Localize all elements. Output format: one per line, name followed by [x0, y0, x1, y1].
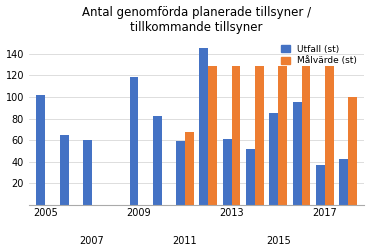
Bar: [130, 78, 138, 205]
Bar: [176, 141, 185, 205]
Bar: [246, 149, 255, 205]
Bar: [348, 97, 357, 205]
Bar: [60, 135, 68, 205]
Bar: [185, 132, 194, 205]
Bar: [153, 116, 162, 205]
Bar: [232, 66, 240, 205]
Bar: [293, 102, 302, 205]
Bar: [325, 66, 334, 205]
Bar: [223, 139, 232, 205]
Bar: [278, 66, 287, 205]
Bar: [339, 158, 348, 205]
Bar: [208, 66, 217, 205]
Bar: [302, 66, 310, 205]
Bar: [36, 95, 45, 205]
Legend: Utfall (st), Målvärde (st): Utfall (st), Målvärde (st): [278, 42, 360, 68]
Text: 2007: 2007: [80, 236, 104, 246]
Text: 2015: 2015: [266, 236, 290, 246]
Bar: [269, 113, 278, 205]
Bar: [316, 165, 325, 205]
Bar: [255, 66, 264, 205]
Text: 2011: 2011: [173, 236, 197, 246]
Bar: [83, 140, 92, 205]
Title: Antal genomförda planerade tillsyner /
tillkommande tillsyner: Antal genomförda planerade tillsyner / t…: [82, 6, 311, 34]
Bar: [199, 48, 208, 205]
